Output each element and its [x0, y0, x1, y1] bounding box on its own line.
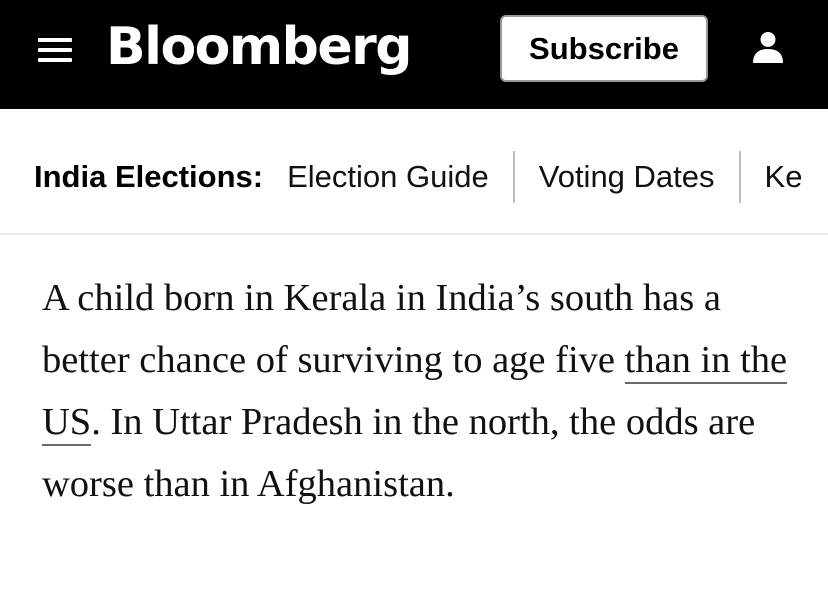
nav-divider: [512, 151, 515, 203]
hamburger-menu-icon[interactable]: [38, 35, 72, 65]
article-body: A child born in Kerala in India’s south …: [42, 267, 802, 515]
nav-section-label: India Elections:: [34, 159, 264, 194]
article-paragraph: A child born in Kerala in India’s south …: [42, 267, 802, 515]
paragraph-text-start: A child born in Kerala in India’s south …: [42, 277, 721, 381]
paragraph-text-end: . In Uttar Pradesh in the north, the odd…: [42, 401, 756, 505]
top-header: Bloomberg Subscribe: [0, 0, 828, 109]
nav-divider: [738, 151, 741, 203]
bloomberg-logo[interactable]: Bloomberg: [106, 17, 412, 77]
nav-link-election-guide[interactable]: Election Guide: [287, 159, 489, 194]
section-nav: India Elections: Election Guide Voting D…: [0, 109, 828, 235]
person-icon[interactable]: [750, 30, 786, 66]
section-nav-row: India Elections: Election Guide Voting D…: [34, 145, 802, 209]
nav-link-truncated[interactable]: Ke: [764, 159, 803, 194]
subscribe-button[interactable]: Subscribe: [500, 15, 708, 82]
inline-article-link[interactable]: than in the US: [42, 339, 788, 446]
nav-link-voting-dates[interactable]: Voting Dates: [538, 159, 715, 194]
